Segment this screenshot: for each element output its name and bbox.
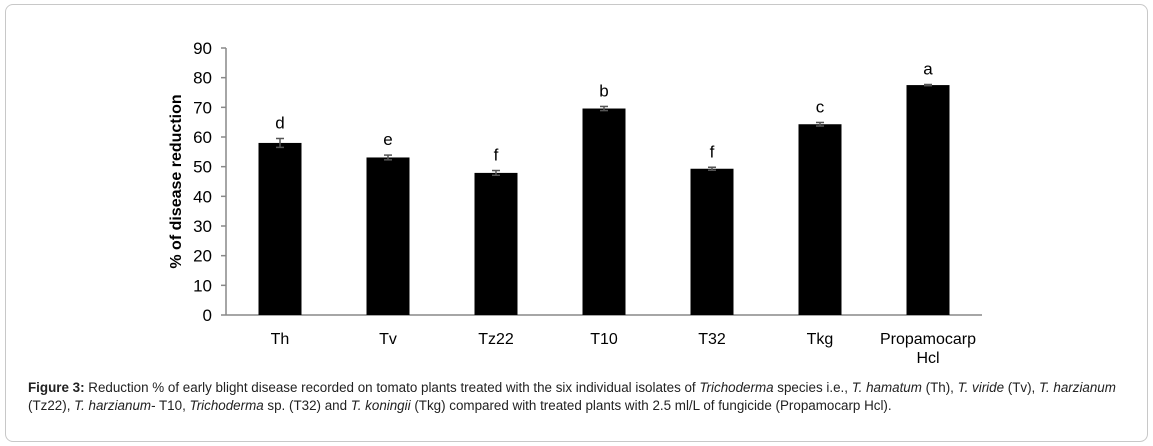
y-tick-label: 70: [193, 98, 212, 117]
bar-t10: [582, 108, 626, 316]
y-tick-label: 0: [203, 306, 212, 325]
caption-part: T. harzianum: [1039, 380, 1116, 395]
significance-letter: a: [923, 59, 933, 78]
figure-frame: [5, 4, 1148, 442]
caption-part: T. koningii: [350, 398, 411, 413]
x-tick-label: Tv: [379, 331, 397, 348]
caption-part: T. harzianum: [74, 398, 152, 413]
x-tick-label: Tkg: [807, 331, 834, 348]
bar-t32: [690, 168, 734, 315]
y-tick-label: 80: [193, 69, 212, 88]
caption-part: (Tz22),: [28, 398, 75, 413]
bar-chart: 0 10 20 30 40 50 60 70 80 90 % of disease reductio…: [168, 39, 982, 367]
y-tick-label: 60: [193, 128, 212, 147]
caption-part: - T10,: [151, 398, 190, 413]
x-tick-label: T10: [590, 331, 618, 348]
caption-part: (Tv),: [1004, 380, 1039, 395]
caption-part: Trichoderma: [189, 398, 264, 413]
significance-letter: b: [599, 81, 608, 100]
caption-part: (Tkg) compared with treated plants with …: [410, 398, 892, 413]
x-tick-label: Tz22: [478, 331, 514, 348]
significance-letter: f: [710, 142, 715, 161]
figure-caption: Figure 3: Reduction % of early blight di…: [28, 379, 1128, 415]
bar-th: [258, 142, 302, 315]
bar-tkg: [798, 124, 842, 315]
x-tick-label: Th: [271, 331, 290, 348]
caption-part: (Th),: [921, 380, 958, 395]
caption-part: sp. (T32) and: [263, 398, 351, 413]
y-tick-label: 10: [193, 276, 212, 295]
caption-part: Reduction % of early blight disease reco…: [84, 380, 700, 395]
significance-letter: e: [383, 130, 392, 149]
x-tick-label: T32: [698, 331, 726, 348]
y-tick-label: 90: [193, 39, 212, 58]
significance-letter: d: [275, 113, 284, 132]
bar-tv: [366, 157, 410, 315]
caption-part: T. hamatum: [851, 380, 922, 395]
significance-letter: f: [494, 146, 499, 165]
significance-letter: c: [816, 97, 825, 116]
y-tick-label: 20: [193, 247, 212, 266]
y-tick-label: 30: [193, 217, 212, 236]
caption-part: species i.e.,: [773, 380, 852, 395]
y-tick-label: 50: [193, 158, 212, 177]
caption-part: Trichoderma: [699, 380, 774, 395]
y-tick-label: 40: [193, 187, 212, 206]
y-axis-label: % of disease reduction: [168, 94, 185, 268]
x-tick-label: Propamocarp Hcl: [880, 331, 976, 367]
caption-label: Figure 3:: [28, 380, 85, 395]
caption-text: Reduction % of early blight disease reco…: [28, 380, 1116, 413]
caption-part: T. viride: [957, 380, 1005, 395]
bar-propamocarp-hcl: [906, 85, 950, 315]
bar-tz22: [474, 172, 518, 315]
